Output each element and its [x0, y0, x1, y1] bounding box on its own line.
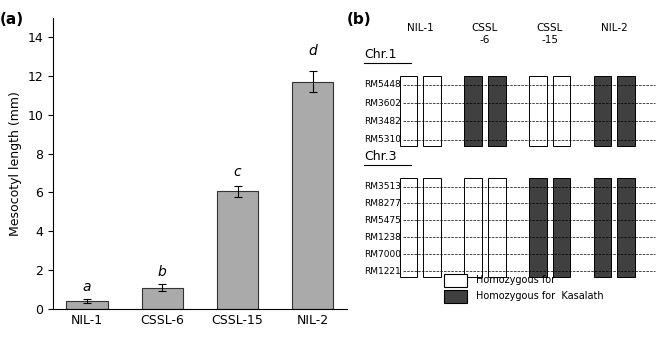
Bar — [423, 178, 441, 277]
Text: CSSL
-6: CSSL -6 — [472, 24, 498, 45]
Text: RM3482: RM3482 — [365, 117, 401, 126]
Text: Chr.1: Chr.1 — [365, 48, 397, 61]
Text: RM1238: RM1238 — [365, 233, 401, 242]
Bar — [464, 178, 482, 277]
Bar — [217, 191, 258, 309]
Text: RM3513: RM3513 — [365, 182, 401, 191]
Bar — [617, 76, 635, 146]
Text: NIL-2: NIL-2 — [601, 24, 628, 33]
Bar — [617, 178, 635, 277]
Y-axis label: Mesocotyl length (mm): Mesocotyl length (mm) — [9, 91, 22, 236]
Text: a: a — [83, 280, 91, 294]
Bar — [488, 76, 506, 146]
Bar — [529, 178, 547, 277]
Text: RM3602: RM3602 — [365, 99, 401, 107]
Text: Chr.3: Chr.3 — [365, 150, 397, 163]
Bar — [292, 82, 334, 309]
Text: Homozygous for  Kasalath: Homozygous for Kasalath — [476, 291, 604, 302]
Text: (b): (b) — [347, 12, 371, 27]
Text: RM7000: RM7000 — [365, 250, 401, 259]
Bar — [66, 301, 108, 309]
Text: RM1221: RM1221 — [365, 266, 401, 276]
Bar — [400, 76, 417, 146]
Bar — [464, 76, 482, 146]
Text: b: b — [158, 265, 167, 279]
Text: d: d — [308, 44, 317, 58]
Bar — [594, 178, 611, 277]
Bar — [553, 178, 570, 277]
Text: (a): (a) — [0, 12, 24, 27]
Bar — [142, 287, 183, 309]
Bar — [553, 76, 570, 146]
Bar — [444, 274, 467, 287]
Text: c: c — [234, 165, 242, 179]
Bar — [488, 178, 506, 277]
Text: CSSL
-15: CSSL -15 — [536, 24, 563, 45]
Text: NIL-1: NIL-1 — [407, 24, 434, 33]
Text: RM8277: RM8277 — [365, 199, 401, 208]
Bar — [400, 178, 417, 277]
Bar — [529, 76, 547, 146]
Text: RM5475: RM5475 — [365, 216, 401, 225]
Text: RM5310: RM5310 — [365, 135, 401, 144]
Bar — [423, 76, 441, 146]
Text: RM5448: RM5448 — [365, 80, 401, 89]
Text: Homozygous for: Homozygous for — [476, 276, 555, 285]
Bar — [444, 290, 467, 303]
Bar — [594, 76, 611, 146]
